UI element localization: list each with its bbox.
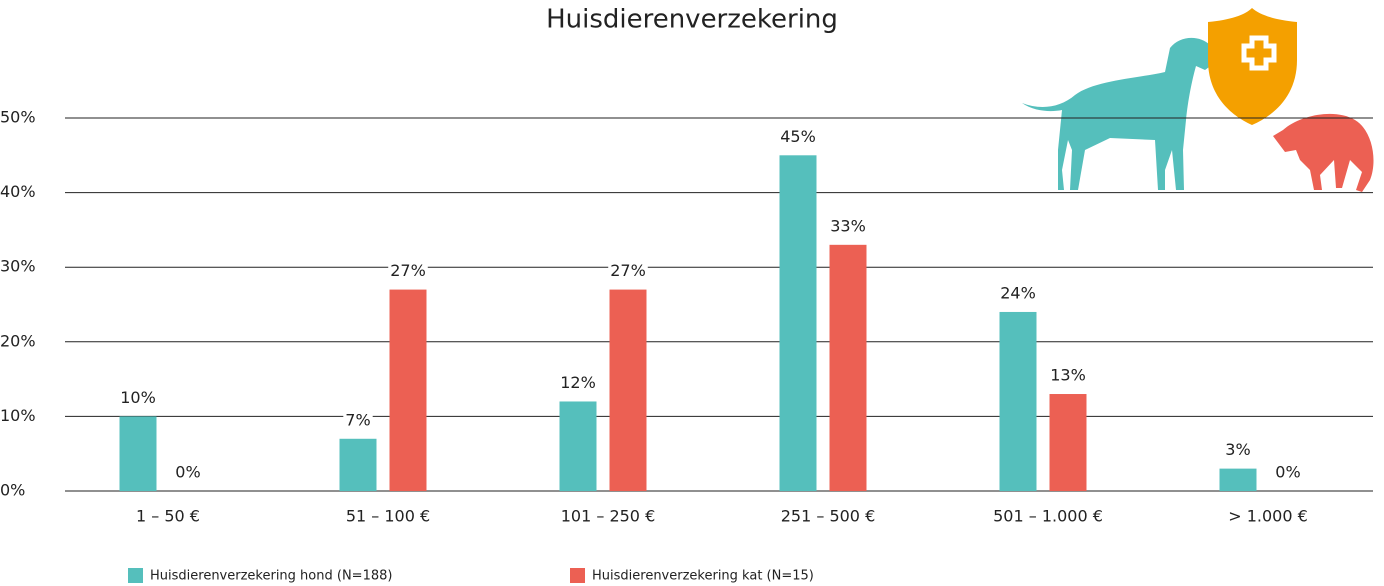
bar (1219, 468, 1257, 491)
value-label: 27% (390, 261, 426, 280)
x-tick-label: 1 – 50 € (136, 507, 200, 526)
x-tick-label: > 1.000 € (1228, 507, 1308, 526)
y-tick-label: 50% (0, 108, 36, 127)
value-label: 7% (345, 410, 370, 429)
value-label: 13% (1050, 366, 1086, 385)
chart-title: Huisdierenverzekering (546, 5, 838, 35)
bar (389, 289, 427, 491)
bar (779, 155, 817, 492)
legend-label: Huisdierenverzekering hond (N=188) (150, 569, 392, 584)
legend-label: Huisdierenverzekering kat (N=15) (592, 569, 814, 584)
value-label: 27% (610, 261, 646, 280)
y-tick-label: 20% (0, 331, 36, 350)
label-background (998, 283, 1038, 303)
label-background (1223, 440, 1253, 460)
value-label: 0% (1275, 463, 1300, 482)
bar (829, 244, 867, 491)
value-label: 33% (830, 216, 866, 235)
label-background (118, 387, 158, 407)
bar (119, 416, 157, 491)
label-background (558, 372, 598, 392)
x-tick-label: 101 – 250 € (561, 507, 656, 526)
y-tick-label: 10% (0, 406, 36, 425)
bar (999, 311, 1037, 491)
bar (339, 438, 377, 491)
x-tick-label: 501 – 1.000 € (993, 507, 1103, 526)
label-background (778, 126, 818, 146)
value-label: 0% (175, 463, 200, 482)
value-label: 10% (120, 388, 156, 407)
label-background (1048, 365, 1088, 385)
y-tick-label: 30% (0, 257, 36, 276)
bar (559, 401, 597, 491)
bar (1049, 394, 1087, 491)
label-background (828, 216, 868, 236)
bar (609, 289, 647, 491)
y-tick-label: 40% (0, 182, 36, 201)
label-background (388, 261, 428, 281)
label-background (1273, 462, 1303, 482)
x-tick-label: 51 – 100 € (346, 507, 430, 526)
cat (1273, 113, 1374, 192)
legend-swatch (128, 568, 143, 583)
value-label: 12% (560, 373, 596, 392)
label-background (343, 410, 373, 430)
dog (1022, 37, 1216, 190)
pet-illustration (1022, 8, 1374, 192)
value-label: 45% (780, 127, 816, 146)
x-tick-label: 251 – 500 € (781, 507, 876, 526)
label-background (173, 462, 203, 482)
y-tick-label: 0% (0, 481, 25, 500)
value-label: 24% (1000, 283, 1036, 302)
value-label: 3% (1225, 440, 1250, 459)
cross (1241, 35, 1277, 71)
legend-swatch (570, 568, 585, 583)
label-background (608, 261, 648, 281)
